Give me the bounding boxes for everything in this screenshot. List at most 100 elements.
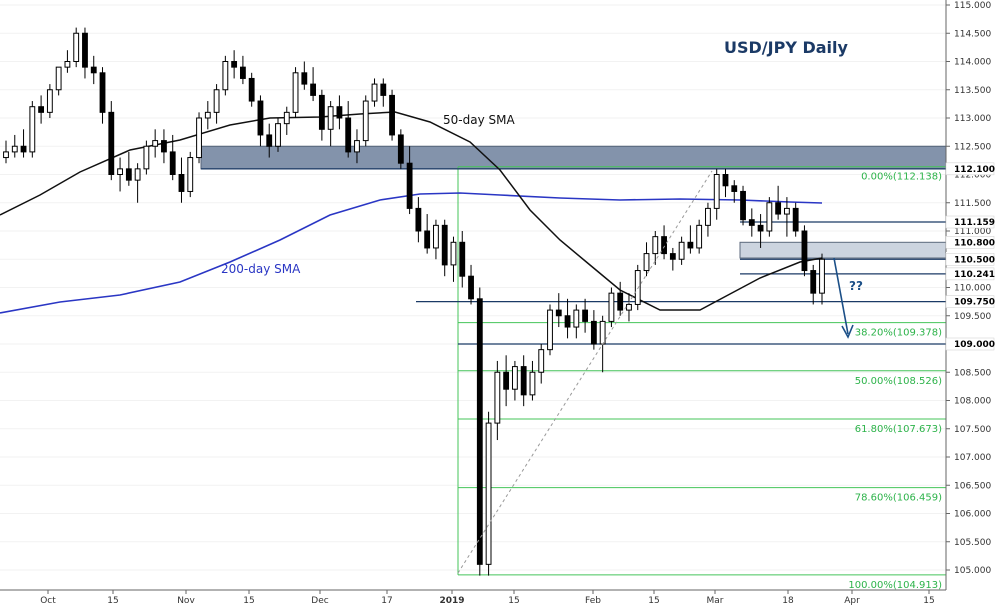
candle — [468, 264, 474, 305]
candle-body — [99, 72, 106, 113]
y-tick-label: 114.000 — [954, 58, 991, 68]
level-tag-label: 109.000 — [954, 340, 995, 350]
candle-body — [468, 275, 474, 300]
candle — [99, 67, 106, 124]
candle — [748, 208, 755, 237]
x-tick-label: 15 — [648, 596, 659, 606]
x-tick-label: Mar — [707, 596, 724, 606]
candle — [213, 84, 220, 124]
candle — [318, 89, 325, 141]
candle-body — [722, 174, 729, 187]
x-tick-label: 15 — [107, 596, 118, 606]
candle-body — [134, 168, 141, 181]
y-tick-label: 105.500 — [954, 538, 991, 548]
candle-body — [634, 270, 641, 305]
level-tag-bg — [945, 253, 995, 266]
candle-body — [125, 168, 132, 181]
level-tag: 110.800 — [945, 236, 995, 249]
candle — [617, 281, 624, 316]
candle — [494, 360, 501, 441]
candle — [275, 118, 281, 152]
question-marks: ?? — [849, 279, 863, 293]
candle — [134, 163, 141, 203]
candle — [161, 129, 167, 164]
x-tick-label: Feb — [585, 596, 601, 606]
candle — [792, 202, 799, 237]
candle — [722, 168, 729, 198]
candle-body — [169, 151, 176, 175]
candle-body — [20, 145, 27, 153]
level-tag: 111.159 — [945, 215, 995, 229]
candle-body — [485, 422, 492, 565]
candle-body — [573, 309, 580, 328]
candle — [362, 95, 369, 147]
candle — [520, 355, 527, 407]
candle — [169, 134, 176, 181]
y-tick-label: 113.500 — [954, 86, 991, 96]
candle — [46, 84, 53, 118]
candle-body — [196, 117, 202, 159]
candle-body — [222, 61, 229, 91]
level-tag-label: 112.100 — [954, 165, 995, 175]
x-tick-label: Apr — [844, 596, 860, 606]
fibonacci-layer: 0.00%(112.138) 38.20%(109.378) 50.00%(108.… — [457, 166, 946, 591]
candle — [389, 89, 395, 141]
y-tick-label: 105.000 — [954, 566, 991, 576]
candle-body — [652, 236, 659, 255]
candle-body — [397, 134, 404, 164]
candle — [810, 264, 817, 305]
sma-200-label: 200-day SMA — [221, 262, 301, 276]
level-tag: 109.750 — [945, 295, 995, 308]
candle — [643, 242, 650, 277]
candle — [634, 264, 641, 311]
candle — [239, 55, 246, 85]
candle-body — [766, 202, 773, 232]
candle — [555, 293, 562, 328]
candle — [661, 225, 667, 260]
x-tick-label: 15 — [243, 596, 254, 606]
x-tick-label: 15 — [923, 596, 934, 606]
candle — [564, 298, 571, 339]
candle-body — [389, 94, 395, 136]
candle-body — [669, 253, 676, 260]
candle-body — [345, 117, 352, 153]
candle — [11, 134, 18, 158]
candle-body — [617, 292, 624, 311]
fib-label: 38.20%(109.378) — [855, 328, 942, 339]
candle-body — [38, 106, 45, 113]
candle — [73, 27, 80, 68]
upper-resistance-zone — [200, 145, 947, 170]
candle — [731, 180, 738, 203]
candle — [29, 101, 36, 158]
level-tag-bg — [945, 295, 995, 308]
candle-body — [459, 241, 466, 277]
candle — [397, 129, 404, 169]
y-tick-label: 112.500 — [954, 142, 991, 152]
horizontal-level-layer — [201, 168, 946, 345]
level-tags: 112.100111.159110.800110.522110.500110.2… — [945, 162, 995, 351]
candle-body — [441, 224, 448, 266]
y-tick-label: 112.000 — [954, 171, 991, 181]
candle-body — [73, 32, 80, 62]
candle — [20, 129, 27, 158]
mid-resistance-zone — [739, 241, 947, 259]
candle-body — [538, 349, 545, 373]
candle — [196, 112, 202, 164]
candle-body — [318, 94, 325, 130]
candle — [626, 293, 632, 322]
candle — [292, 67, 299, 118]
candle — [371, 78, 378, 107]
candle-body — [213, 89, 220, 113]
candle-body — [187, 157, 194, 192]
candle — [547, 304, 553, 356]
candle — [117, 157, 123, 192]
candle — [775, 185, 782, 220]
candle-body — [476, 298, 483, 565]
y-tick-label: 111.000 — [954, 227, 991, 237]
candle — [336, 95, 343, 130]
y-tick-labels: 115.000 114.500 114.000 113.500 113.000 112.5… — [946, 1, 991, 576]
candle — [152, 129, 159, 158]
fib-label: 61.80%(107.673) — [855, 424, 942, 435]
candle-body — [336, 106, 343, 119]
candle-body — [231, 61, 238, 68]
